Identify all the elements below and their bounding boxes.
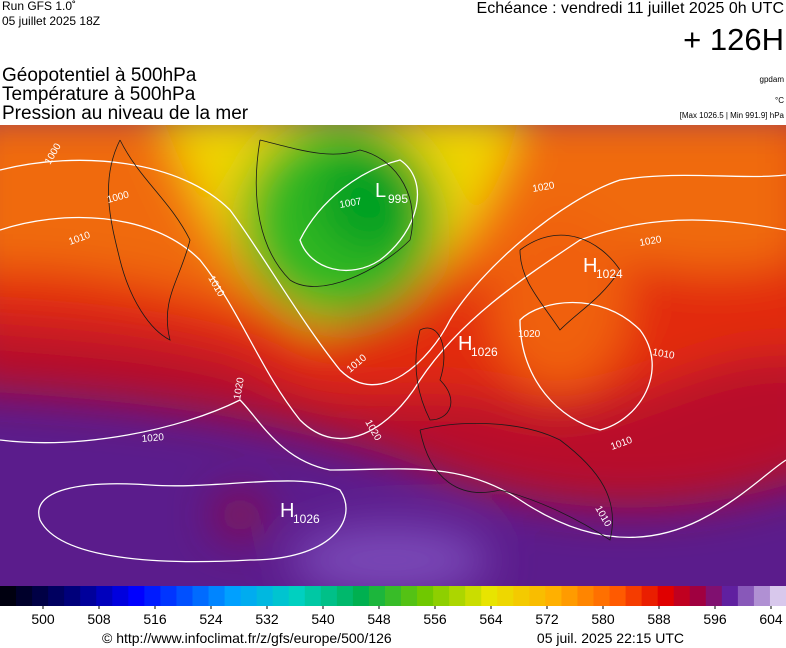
source-link: © http://www.infoclimat.fr/z/gfs/europe/… <box>102 630 392 646</box>
colorbar-swatch <box>705 586 723 606</box>
pressure-center-value: 995 <box>388 192 408 206</box>
colorbar-swatch <box>320 586 338 606</box>
unit-label: °C <box>775 96 784 105</box>
pressure-center-letter: H <box>280 500 294 522</box>
colorbar-swatch <box>176 586 193 606</box>
colorbar-swatch <box>609 586 627 606</box>
colorbar-swatch <box>737 586 755 606</box>
colorbar-swatch <box>16 586 33 606</box>
colorbar-tick-label: 596 <box>703 611 727 627</box>
colorbar: 500 508 516 524 532 540 548 556 564 572 580 588 596 6… <box>0 586 786 627</box>
colorbar-swatch <box>64 586 81 606</box>
field-label: Température à 500hPa <box>2 84 196 105</box>
coastlines <box>108 139 621 541</box>
contour-label: 1020 <box>141 432 165 445</box>
field-label: Pression au niveau de la mer <box>2 103 249 124</box>
colorbar-swatch <box>481 586 498 606</box>
field-label: Géopotentiel à 500hPa <box>2 65 197 86</box>
colorbar-swatch <box>128 586 145 606</box>
colorbar-swatch <box>465 586 482 606</box>
map: L 995H1024H1026H1026100010001010101010201… <box>0 125 786 586</box>
colorbar-swatch <box>384 586 402 606</box>
colorbar-swatch <box>144 586 161 606</box>
contour-label: 1020 <box>532 180 556 195</box>
unit-label: [Max 1026.5 | Min 991.9] hPa <box>680 111 785 120</box>
colorbar-swatch <box>545 586 562 606</box>
contour-label: 1020 <box>232 376 247 400</box>
contour-label: 1007 <box>339 196 363 211</box>
temperature-field <box>0 125 786 586</box>
unit-label: gpdam <box>760 75 785 84</box>
colorbar-swatch <box>689 586 707 606</box>
colorbar-swatch <box>449 586 466 606</box>
valid-time: Echéance : vendredi 11 juillet 2025 0h U… <box>477 0 784 17</box>
colorbar-swatch <box>721 586 739 606</box>
colorbar-swatch <box>657 586 675 606</box>
colorbar-swatch <box>593 586 611 606</box>
colorbar-swatch <box>561 586 578 606</box>
pressure-center-letter: H <box>458 333 472 355</box>
colorbar-swatch <box>401 586 418 606</box>
isobars <box>0 159 786 563</box>
colorbar-swatch <box>224 586 242 606</box>
colorbar-swatch <box>513 586 530 606</box>
colorbar-swatch <box>256 586 274 606</box>
colorbar-tick-label: 580 <box>591 611 615 627</box>
colorbar-swatch <box>417 586 434 606</box>
colorbar-swatch <box>112 586 129 606</box>
colorbar-tick-label: 524 <box>199 611 223 627</box>
colorbar-swatch <box>529 586 546 606</box>
colorbar-swatch <box>80 586 97 606</box>
colorbar-swatch <box>160 586 177 606</box>
pressure-center-value: 1026 <box>293 512 320 526</box>
colorbar-swatch <box>352 586 370 606</box>
pressure-center-letter: H <box>583 255 597 277</box>
colorbar-swatch <box>192 586 210 606</box>
colorbar-swatch <box>641 586 659 606</box>
colorbar-swatch <box>368 586 386 606</box>
colorbar-swatch <box>769 586 786 606</box>
pressure-center-value: 1026 <box>471 345 498 359</box>
pressure-center-letter: L <box>375 180 386 202</box>
colorbar-swatch <box>208 586 226 606</box>
lead-time: + 126H <box>683 22 784 57</box>
colorbar-swatch <box>272 586 290 606</box>
colorbar-swatch <box>0 586 17 606</box>
run-label: Run GFS 1.0˚ <box>2 0 76 13</box>
generated-time: 05 juil. 2025 22:15 UTC <box>537 630 684 646</box>
colorbar-swatch <box>32 586 49 606</box>
colorbar-swatch <box>433 586 450 606</box>
contour-label: 1010 <box>651 347 675 362</box>
colorbar-tick-label: 516 <box>143 611 167 627</box>
colorbar-tick-label: 564 <box>479 611 503 627</box>
colorbar-swatch <box>240 586 258 606</box>
colorbar-swatch <box>288 586 306 606</box>
colorbar-swatch <box>577 586 595 606</box>
colorbar-swatch <box>304 586 322 606</box>
colorbar-tick-label: 540 <box>311 611 335 627</box>
colorbar-tick-label: 604 <box>759 611 783 627</box>
colorbar-tick-label: 548 <box>367 611 391 627</box>
contour-label: 1020 <box>639 234 663 249</box>
pressure-center-value: 1024 <box>596 267 623 281</box>
colorbar-swatch <box>336 586 354 606</box>
colorbar-tick-label: 588 <box>647 611 671 627</box>
colorbar-swatch <box>753 586 771 606</box>
colorbar-tick-label: 508 <box>87 611 111 627</box>
colorbar-swatch <box>96 586 113 606</box>
colorbar-tick-label: 500 <box>31 611 55 627</box>
colorbar-swatch <box>625 586 643 606</box>
run-date: 05 juillet 2025 18Z <box>2 14 100 28</box>
colorbar-tick-label: 532 <box>255 611 279 627</box>
colorbar-tick-label: 556 <box>423 611 447 627</box>
colorbar-tick-label: 572 <box>535 611 559 627</box>
colorbar-swatch <box>497 586 514 606</box>
colorbar-swatch <box>48 586 65 606</box>
colorbar-swatch <box>673 586 691 606</box>
contour-label: 1020 <box>518 329 541 340</box>
